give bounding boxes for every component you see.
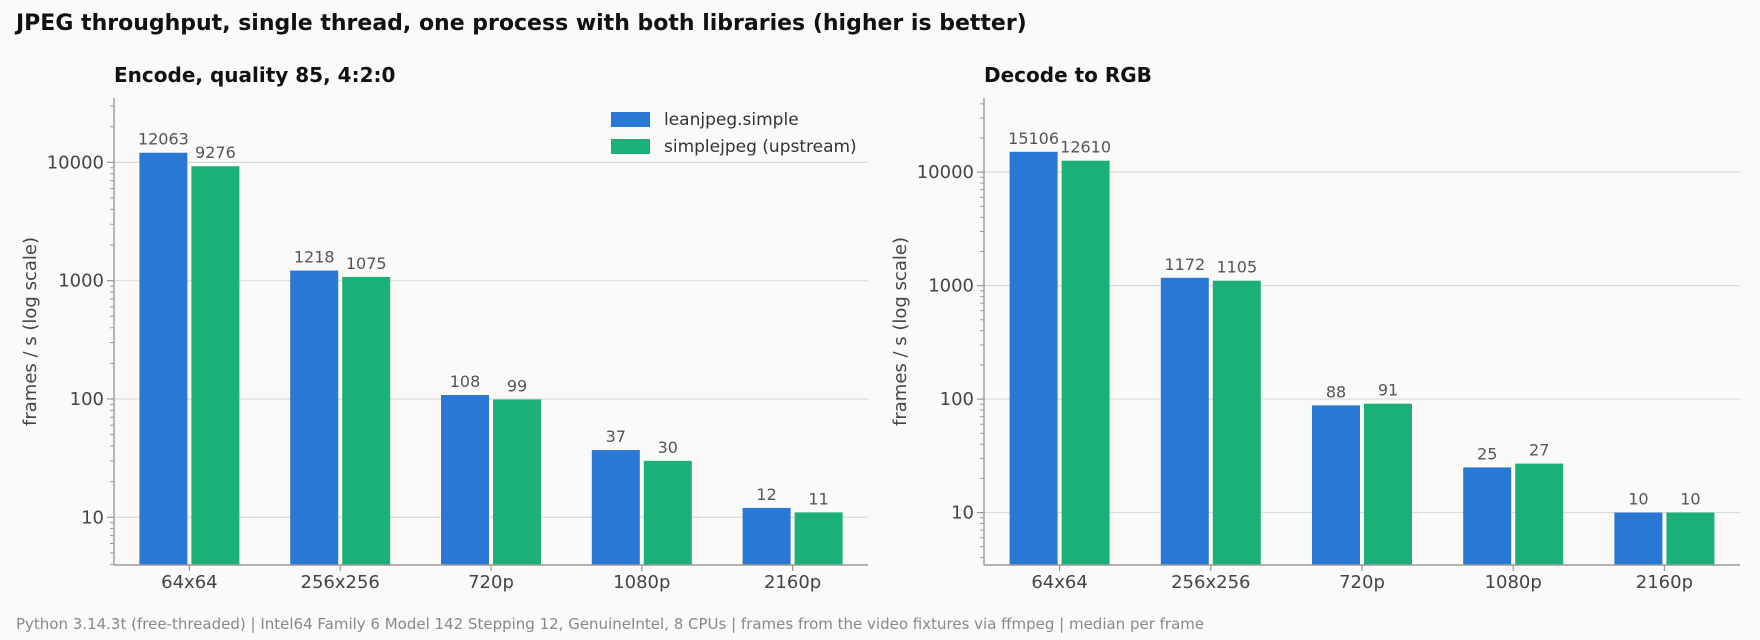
legend-swatch-leanjpeg — [611, 112, 650, 127]
encode-data-label: 1218 — [294, 248, 335, 267]
encode-data-label: 12 — [756, 485, 776, 504]
decode-y-axis-label: frames / s (log scale) — [890, 237, 911, 426]
encode-x-ticks: 64x64 256x256 720p 1080p 2160p — [161, 565, 821, 593]
decode-data-labels: 15106 12610 1172 1105 88 91 25 27 10 10 — [1008, 129, 1700, 509]
decode-bar-leanjpeg-1080p — [1463, 467, 1512, 565]
encode-bar-leanjpeg-64x64 — [139, 152, 188, 565]
encode-bar-leanjpeg-256x256 — [290, 270, 339, 565]
decode-panel-title: Decode to RGB — [984, 63, 1152, 87]
decode-data-label: 10 — [1680, 490, 1700, 509]
decode-data-label: 1172 — [1164, 255, 1205, 274]
decode-bars — [1009, 151, 1715, 565]
decode-bar-simplejpeg-2160p — [1666, 512, 1715, 565]
encode-bar-leanjpeg-1080p — [591, 450, 640, 565]
decode-bar-simplejpeg-256x256 — [1212, 280, 1261, 565]
decode-data-label: 27 — [1529, 441, 1549, 460]
decode-bar-simplejpeg-1080p — [1515, 463, 1564, 565]
decode-y-ticks: 10 100 1000 10000 — [917, 103, 984, 559]
decode-data-label: 88 — [1326, 382, 1346, 401]
encode-x-tick-label: 64x64 — [161, 572, 217, 593]
decode-bar-leanjpeg-720p — [1312, 405, 1360, 565]
decode-bar-leanjpeg-256x256 — [1160, 277, 1209, 565]
legend: leanjpeg.simple simplejpeg (upstream) — [611, 110, 857, 157]
encode-y-ticks: 10 100 1000 10000 — [47, 105, 114, 565]
encode-y-tick-label: 10 — [81, 507, 104, 528]
decode-x-tick-label: 64x64 — [1031, 572, 1087, 593]
decode-x-tick-label: 1080p — [1485, 572, 1542, 593]
figure-title: JPEG throughput, single thread, one proc… — [14, 11, 1027, 36]
encode-bars — [139, 152, 843, 565]
encode-data-label: 12063 — [138, 130, 189, 149]
decode-data-label: 15106 — [1008, 129, 1059, 148]
encode-bar-simplejpeg-256x256 — [342, 276, 391, 565]
decode-y-tick-label: 10000 — [917, 162, 974, 183]
encode-bar-leanjpeg-720p — [441, 395, 489, 565]
encode-y-tick-label: 1000 — [58, 271, 104, 292]
encode-data-label: 1075 — [346, 254, 387, 273]
decode-data-label: 12610 — [1060, 138, 1111, 157]
encode-data-label: 99 — [507, 376, 527, 395]
encode-x-tick-label: 720p — [468, 572, 514, 593]
encode-bar-simplejpeg-1080p — [643, 460, 692, 565]
encode-y-tick-label: 10000 — [47, 152, 104, 173]
decode-y-tick-label: 1000 — [928, 276, 974, 297]
decode-data-label: 10 — [1628, 490, 1648, 509]
decode-x-tick-label: 720p — [1339, 572, 1385, 593]
encode-panel: 12063 9276 1218 1075 108 99 37 30 12 11 10 100 1000… — [20, 63, 868, 593]
encode-grid — [114, 161, 868, 518]
encode-y-axis-label: frames / s (log scale) — [20, 237, 41, 426]
encode-data-label: 11 — [808, 489, 828, 508]
decode-x-tick-label: 2160p — [1636, 572, 1693, 593]
decode-data-label: 91 — [1378, 381, 1398, 400]
encode-bar-simplejpeg-2160p — [794, 512, 843, 565]
legend-swatch-simplejpeg — [611, 139, 650, 154]
encode-data-label: 30 — [658, 438, 678, 457]
decode-y-tick-label: 100 — [940, 389, 974, 410]
encode-data-label: 108 — [450, 372, 481, 391]
encode-data-label: 37 — [606, 427, 626, 446]
decode-bar-leanjpeg-2160p — [1614, 512, 1663, 565]
decode-bar-simplejpeg-720p — [1364, 403, 1412, 565]
legend-label-simplejpeg: simplejpeg (upstream) — [664, 137, 857, 157]
decode-y-tick-label: 10 — [951, 503, 974, 524]
legend-label-leanjpeg: leanjpeg.simple — [664, 110, 799, 130]
decode-x-ticks: 64x64 256x256 720p 1080p 2160p — [1031, 565, 1693, 593]
encode-bar-simplejpeg-720p — [493, 399, 541, 565]
decode-data-label: 1105 — [1216, 258, 1257, 277]
decode-grid — [984, 171, 1740, 514]
encode-y-tick-label: 100 — [70, 389, 104, 410]
encode-panel-title: Encode, quality 85, 4:2:0 — [114, 63, 395, 87]
encode-bar-leanjpeg-2160p — [742, 507, 791, 565]
decode-x-tick-label: 256x256 — [1171, 572, 1250, 593]
encode-data-label: 9276 — [195, 143, 236, 162]
encode-data-labels: 12063 9276 1218 1075 108 99 37 30 12 11 — [138, 130, 829, 509]
decode-panel: 15106 12610 1172 1105 88 91 25 27 10 10 10 100 1000… — [890, 63, 1740, 593]
decode-bar-leanjpeg-64x64 — [1009, 151, 1058, 565]
figure-footer: Python 3.14.3t (free-threaded) | Intel64… — [16, 615, 1204, 633]
decode-bar-simplejpeg-64x64 — [1061, 160, 1110, 565]
encode-x-tick-label: 1080p — [613, 572, 670, 593]
encode-bar-simplejpeg-64x64 — [191, 166, 240, 565]
decode-data-label: 25 — [1477, 444, 1497, 463]
encode-x-tick-label: 256x256 — [301, 572, 380, 593]
encode-x-tick-label: 2160p — [764, 572, 821, 593]
